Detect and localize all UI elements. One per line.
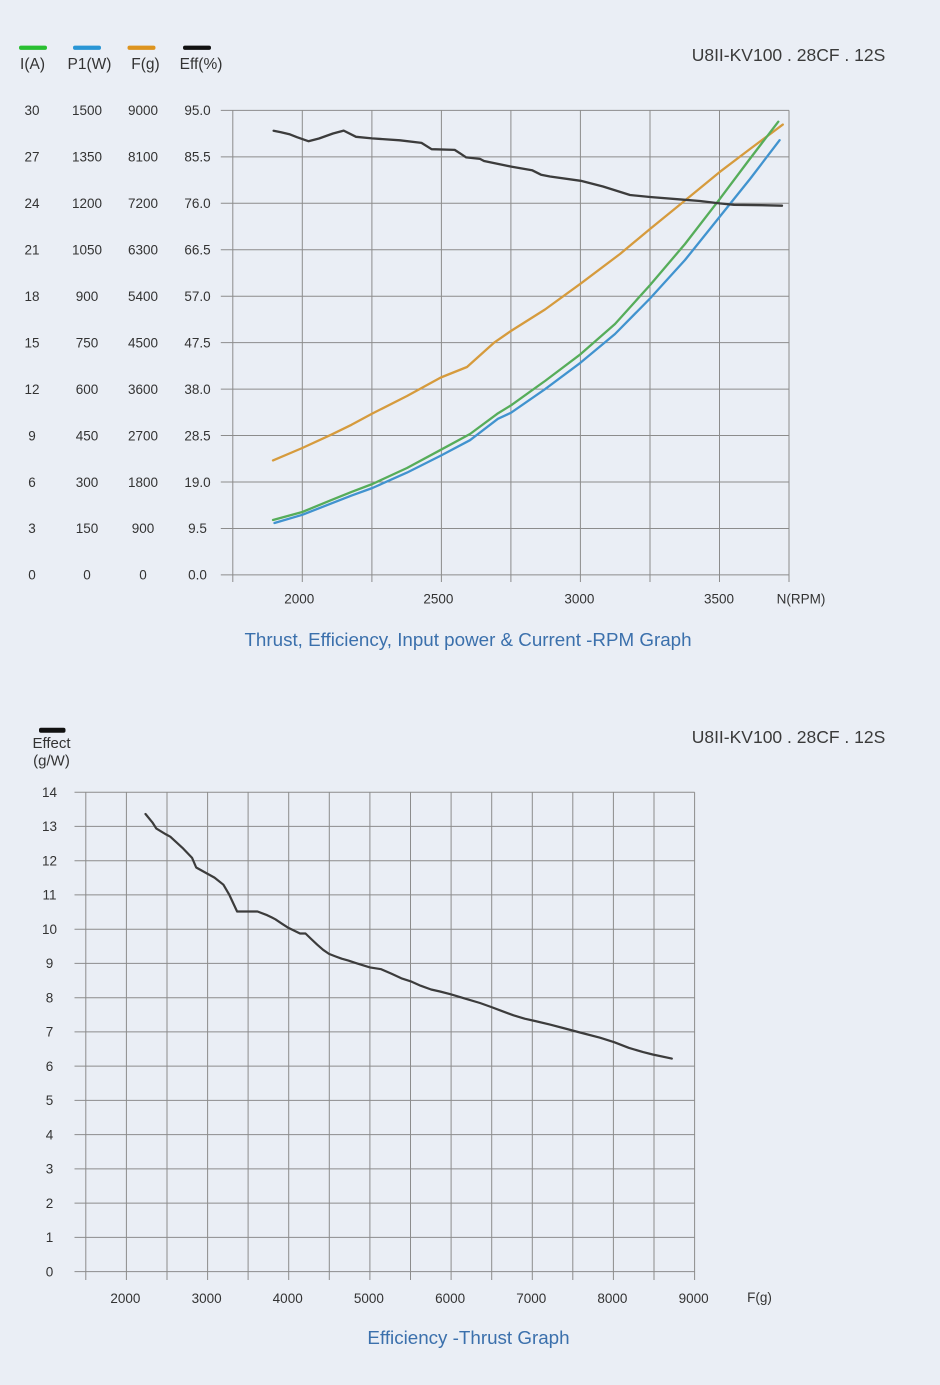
svg-text:P1(W): P1(W) bbox=[68, 56, 112, 73]
svg-text:66.5: 66.5 bbox=[184, 243, 210, 258]
svg-text:3: 3 bbox=[46, 1162, 54, 1177]
svg-text:3600: 3600 bbox=[128, 382, 158, 397]
svg-text:12: 12 bbox=[24, 382, 39, 397]
svg-text:300: 300 bbox=[76, 475, 99, 490]
svg-text:14: 14 bbox=[42, 785, 58, 800]
svg-text:30: 30 bbox=[24, 103, 39, 118]
svg-text:900: 900 bbox=[132, 521, 155, 536]
svg-text:6300: 6300 bbox=[128, 243, 158, 258]
svg-text:600: 600 bbox=[76, 382, 99, 397]
svg-text:8100: 8100 bbox=[128, 150, 158, 165]
svg-text:3000: 3000 bbox=[192, 1291, 222, 1306]
svg-text:3: 3 bbox=[28, 521, 36, 536]
svg-text:Efficiency -Thrust Graph: Efficiency -Thrust Graph bbox=[367, 1327, 569, 1348]
svg-text:9: 9 bbox=[46, 956, 54, 971]
svg-text:1800: 1800 bbox=[128, 475, 158, 490]
svg-text:28.5: 28.5 bbox=[184, 428, 210, 443]
svg-text:N(RPM): N(RPM) bbox=[777, 592, 826, 607]
svg-text:2: 2 bbox=[46, 1196, 54, 1211]
svg-text:85.5: 85.5 bbox=[184, 150, 210, 165]
svg-text:0: 0 bbox=[28, 568, 36, 583]
svg-text:4: 4 bbox=[46, 1127, 54, 1142]
svg-text:18: 18 bbox=[24, 289, 39, 304]
svg-text:38.0: 38.0 bbox=[184, 382, 210, 397]
svg-text:I(A): I(A) bbox=[20, 56, 45, 73]
svg-text:2500: 2500 bbox=[423, 592, 453, 607]
svg-text:10: 10 bbox=[42, 922, 57, 937]
svg-text:9000: 9000 bbox=[128, 103, 158, 118]
svg-text:F(g): F(g) bbox=[747, 1290, 772, 1305]
svg-text:47.5: 47.5 bbox=[184, 335, 210, 350]
svg-text:0: 0 bbox=[83, 568, 91, 583]
svg-text:8000: 8000 bbox=[597, 1291, 627, 1306]
svg-text:1050: 1050 bbox=[72, 243, 102, 258]
svg-text:11: 11 bbox=[42, 888, 56, 903]
svg-text:57.0: 57.0 bbox=[184, 289, 210, 304]
svg-text:1500: 1500 bbox=[72, 103, 102, 118]
svg-text:7200: 7200 bbox=[128, 196, 158, 211]
svg-text:5400: 5400 bbox=[128, 289, 158, 304]
svg-text:F(g): F(g) bbox=[131, 56, 159, 73]
svg-text:1350: 1350 bbox=[72, 150, 102, 165]
svg-text:2700: 2700 bbox=[128, 428, 158, 443]
svg-text:0.0: 0.0 bbox=[188, 568, 207, 583]
svg-text:Thrust, Efficiency, Input powe: Thrust, Efficiency, Input power & Curren… bbox=[244, 629, 691, 650]
svg-text:9: 9 bbox=[28, 428, 36, 443]
svg-text:6000: 6000 bbox=[435, 1291, 465, 1306]
svg-text:2000: 2000 bbox=[284, 592, 314, 607]
svg-text:27: 27 bbox=[24, 150, 39, 165]
svg-text:9.5: 9.5 bbox=[188, 521, 207, 536]
svg-text:6: 6 bbox=[28, 475, 36, 490]
svg-text:9000: 9000 bbox=[679, 1291, 709, 1306]
svg-text:0: 0 bbox=[46, 1264, 54, 1279]
svg-text:13: 13 bbox=[42, 819, 57, 834]
svg-text:6: 6 bbox=[46, 1059, 54, 1074]
svg-text:150: 150 bbox=[76, 521, 99, 536]
svg-text:4500: 4500 bbox=[128, 335, 158, 350]
svg-text:15: 15 bbox=[24, 335, 39, 350]
svg-text:7000: 7000 bbox=[516, 1291, 546, 1306]
svg-text:76.0: 76.0 bbox=[184, 196, 210, 211]
svg-text:21: 21 bbox=[24, 243, 39, 258]
svg-text:U8II-KV100 . 28CF . 12S: U8II-KV100 . 28CF . 12S bbox=[692, 727, 886, 747]
svg-text:5: 5 bbox=[46, 1093, 54, 1108]
svg-text:3000: 3000 bbox=[564, 592, 594, 607]
svg-text:Eff(%): Eff(%) bbox=[180, 56, 223, 73]
svg-text:750: 750 bbox=[76, 335, 99, 350]
svg-text:0: 0 bbox=[139, 568, 147, 583]
svg-text:24: 24 bbox=[24, 196, 40, 211]
svg-text:12: 12 bbox=[42, 854, 57, 869]
svg-text:450: 450 bbox=[76, 428, 99, 443]
svg-text:Effect: Effect bbox=[32, 735, 71, 752]
svg-text:2000: 2000 bbox=[110, 1291, 140, 1306]
svg-text:95.0: 95.0 bbox=[184, 103, 210, 118]
svg-text:19.0: 19.0 bbox=[184, 475, 210, 490]
svg-text:U8II-KV100 . 28CF . 12S: U8II-KV100 . 28CF . 12S bbox=[692, 45, 886, 65]
svg-text:3500: 3500 bbox=[704, 592, 734, 607]
svg-text:7: 7 bbox=[46, 1025, 54, 1040]
svg-text:1200: 1200 bbox=[72, 196, 102, 211]
svg-text:(g/W): (g/W) bbox=[33, 753, 70, 770]
svg-text:4000: 4000 bbox=[273, 1291, 303, 1306]
svg-text:8: 8 bbox=[46, 991, 54, 1006]
svg-text:5000: 5000 bbox=[354, 1291, 384, 1306]
svg-text:900: 900 bbox=[76, 289, 99, 304]
svg-text:1: 1 bbox=[46, 1230, 54, 1245]
